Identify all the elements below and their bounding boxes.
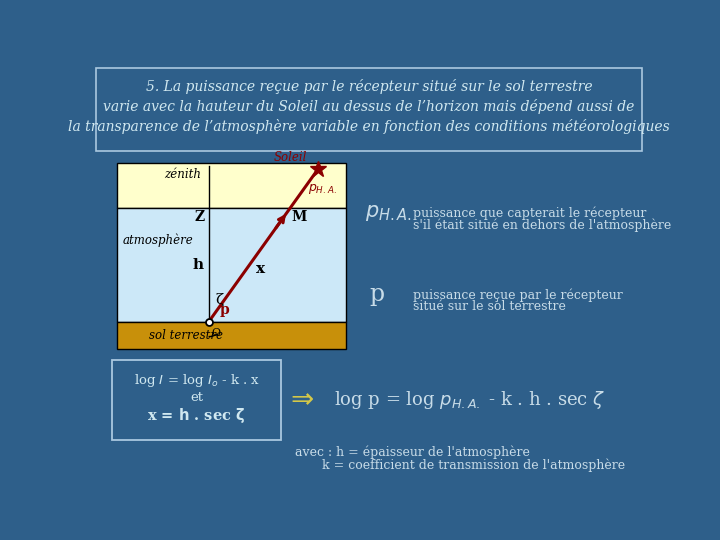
Text: ⇒: ⇒ <box>291 386 314 414</box>
Text: log p = log $p_{H.A.}$ - k . h . sec $\zeta$: log p = log $p_{H.A.}$ - k . h . sec $\z… <box>334 389 606 411</box>
Text: sol terrestre: sol terrestre <box>149 329 222 342</box>
Text: M: M <box>292 211 307 224</box>
Bar <box>117 164 346 208</box>
Text: la transparence de l’atmosphère variable en fonction des conditions météorologiq: la transparence de l’atmosphère variable… <box>68 119 670 134</box>
Text: puissance reçue par le récepteur: puissance reçue par le récepteur <box>413 288 623 302</box>
Text: atmosphère: atmosphère <box>123 233 194 247</box>
Text: $p_{H.A.}$: $p_{H.A.}$ <box>308 181 337 195</box>
FancyBboxPatch shape <box>96 68 642 151</box>
Text: et: et <box>190 390 203 403</box>
Text: Soleil: Soleil <box>274 151 307 164</box>
Text: p: p <box>220 303 229 317</box>
Text: $p_{H.A.}$: $p_{H.A.}$ <box>365 202 412 222</box>
Text: puissance que capterait le récepteur: puissance que capterait le récepteur <box>413 206 647 220</box>
Text: 5. La puissance reçue par le récepteur situé sur le sol terrestre: 5. La puissance reçue par le récepteur s… <box>145 79 593 93</box>
Text: Z: Z <box>194 211 204 224</box>
Text: O: O <box>211 328 220 338</box>
Text: s'il était situé en dehors de l'atmosphère: s'il était situé en dehors de l'atmosphè… <box>413 219 672 232</box>
Text: h: h <box>193 258 204 272</box>
Text: x: x <box>256 262 265 276</box>
Text: k = coefficient de transmission de l'atmosphère: k = coefficient de transmission de l'atm… <box>323 458 626 472</box>
Text: situé sur le sol terrestre: situé sur le sol terrestre <box>413 300 566 313</box>
Text: ζ: ζ <box>215 293 223 307</box>
Text: varie avec la hauteur du Soleil au dessus de l’horizon mais dépend aussi de: varie avec la hauteur du Soleil au dessu… <box>103 99 635 114</box>
Text: zénith: zénith <box>164 167 201 181</box>
FancyBboxPatch shape <box>112 360 282 440</box>
Text: p: p <box>369 283 384 306</box>
Bar <box>117 208 346 322</box>
Text: avec : h = épaisseur de l'atmosphère: avec : h = épaisseur de l'atmosphère <box>295 446 530 460</box>
Bar <box>117 322 346 349</box>
Text: x = $\mathbf{h}$ . sec $\mathbf{\zeta}$: x = $\mathbf{h}$ . sec $\mathbf{\zeta}$ <box>148 406 246 425</box>
Text: log $\mathit{I}$ = log $\mathit{I_o}$ - k . x: log $\mathit{I}$ = log $\mathit{I_o}$ - … <box>133 372 260 389</box>
